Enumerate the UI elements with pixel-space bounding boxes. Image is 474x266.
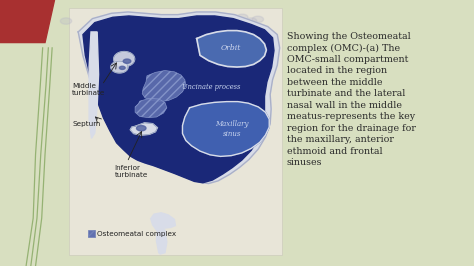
Text: Maxillary
sinus: Maxillary sinus — [216, 120, 249, 138]
FancyBboxPatch shape — [69, 8, 282, 255]
Text: Osteomeatal complex: Osteomeatal complex — [97, 231, 176, 236]
Text: Orbit: Orbit — [221, 44, 241, 52]
Text: Showing the Osteomeatal
complex (OMC)-(a) The
OMC-small compartment
located in t: Showing the Osteomeatal complex (OMC)-(a… — [287, 32, 416, 167]
Polygon shape — [142, 70, 186, 102]
Polygon shape — [137, 126, 146, 131]
Polygon shape — [88, 230, 95, 237]
Polygon shape — [135, 98, 167, 118]
Polygon shape — [197, 31, 266, 67]
Polygon shape — [60, 18, 72, 24]
Polygon shape — [10, 16, 22, 23]
Polygon shape — [173, 19, 184, 26]
Polygon shape — [237, 14, 248, 20]
Polygon shape — [130, 123, 157, 135]
Polygon shape — [252, 16, 264, 23]
Text: Middle
turbinate: Middle turbinate — [72, 83, 105, 95]
Polygon shape — [111, 61, 128, 73]
Polygon shape — [123, 59, 131, 63]
Polygon shape — [89, 32, 99, 138]
Polygon shape — [151, 213, 175, 230]
Text: Septum: Septum — [72, 121, 100, 127]
Polygon shape — [182, 102, 269, 156]
Polygon shape — [218, 19, 229, 25]
Polygon shape — [78, 12, 280, 184]
Polygon shape — [119, 66, 125, 69]
Polygon shape — [114, 52, 135, 66]
Polygon shape — [156, 229, 167, 254]
Text: Uncinate process: Uncinate process — [182, 83, 240, 91]
Polygon shape — [246, 18, 257, 24]
Text: Inferior
turbinate: Inferior turbinate — [115, 165, 148, 178]
Polygon shape — [0, 0, 55, 43]
Polygon shape — [117, 19, 128, 25]
Polygon shape — [83, 16, 274, 183]
